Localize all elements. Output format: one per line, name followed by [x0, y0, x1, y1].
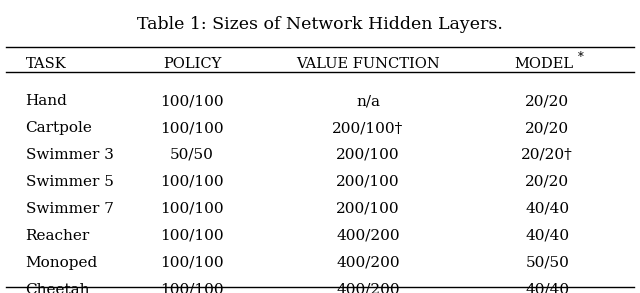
Text: 100/100: 100/100	[160, 229, 224, 243]
Text: MODEL: MODEL	[515, 57, 573, 71]
Text: 100/100: 100/100	[160, 121, 224, 135]
Text: 20/20†: 20/20†	[522, 148, 573, 162]
Text: TASK: TASK	[26, 57, 67, 71]
Text: Hand: Hand	[26, 94, 67, 108]
Text: 40/40: 40/40	[525, 283, 569, 293]
Text: 40/40: 40/40	[525, 202, 569, 216]
Text: Swimmer 5: Swimmer 5	[26, 175, 113, 189]
Text: 40/40: 40/40	[525, 229, 569, 243]
Text: Cartpole: Cartpole	[26, 121, 92, 135]
Text: Cheetah: Cheetah	[26, 283, 90, 293]
Text: 400/200: 400/200	[336, 256, 400, 270]
Text: Swimmer 7: Swimmer 7	[26, 202, 113, 216]
Text: *: *	[578, 51, 583, 64]
Text: n/a: n/a	[356, 94, 380, 108]
Text: 20/20: 20/20	[525, 175, 569, 189]
Text: 100/100: 100/100	[160, 202, 224, 216]
Text: 200/100: 200/100	[336, 202, 400, 216]
Text: 400/200: 400/200	[336, 229, 400, 243]
Text: Swimmer 3: Swimmer 3	[26, 148, 113, 162]
Text: VALUE FUNCTION: VALUE FUNCTION	[296, 57, 440, 71]
Text: 20/20: 20/20	[525, 94, 569, 108]
Text: POLICY: POLICY	[163, 57, 221, 71]
Text: 200/100: 200/100	[336, 148, 400, 162]
Text: 100/100: 100/100	[160, 256, 224, 270]
Text: 50/50: 50/50	[525, 256, 569, 270]
Text: 200/100†: 200/100†	[332, 121, 404, 135]
Text: 100/100: 100/100	[160, 175, 224, 189]
Text: 100/100: 100/100	[160, 94, 224, 108]
Text: 400/200: 400/200	[336, 283, 400, 293]
Text: 100/100: 100/100	[160, 283, 224, 293]
Text: Reacher: Reacher	[26, 229, 90, 243]
Text: Monoped: Monoped	[26, 256, 98, 270]
Text: 20/20: 20/20	[525, 121, 569, 135]
Text: 50/50: 50/50	[170, 148, 214, 162]
Text: Table 1: Sizes of Network Hidden Layers.: Table 1: Sizes of Network Hidden Layers.	[137, 16, 503, 33]
Text: 200/100: 200/100	[336, 175, 400, 189]
